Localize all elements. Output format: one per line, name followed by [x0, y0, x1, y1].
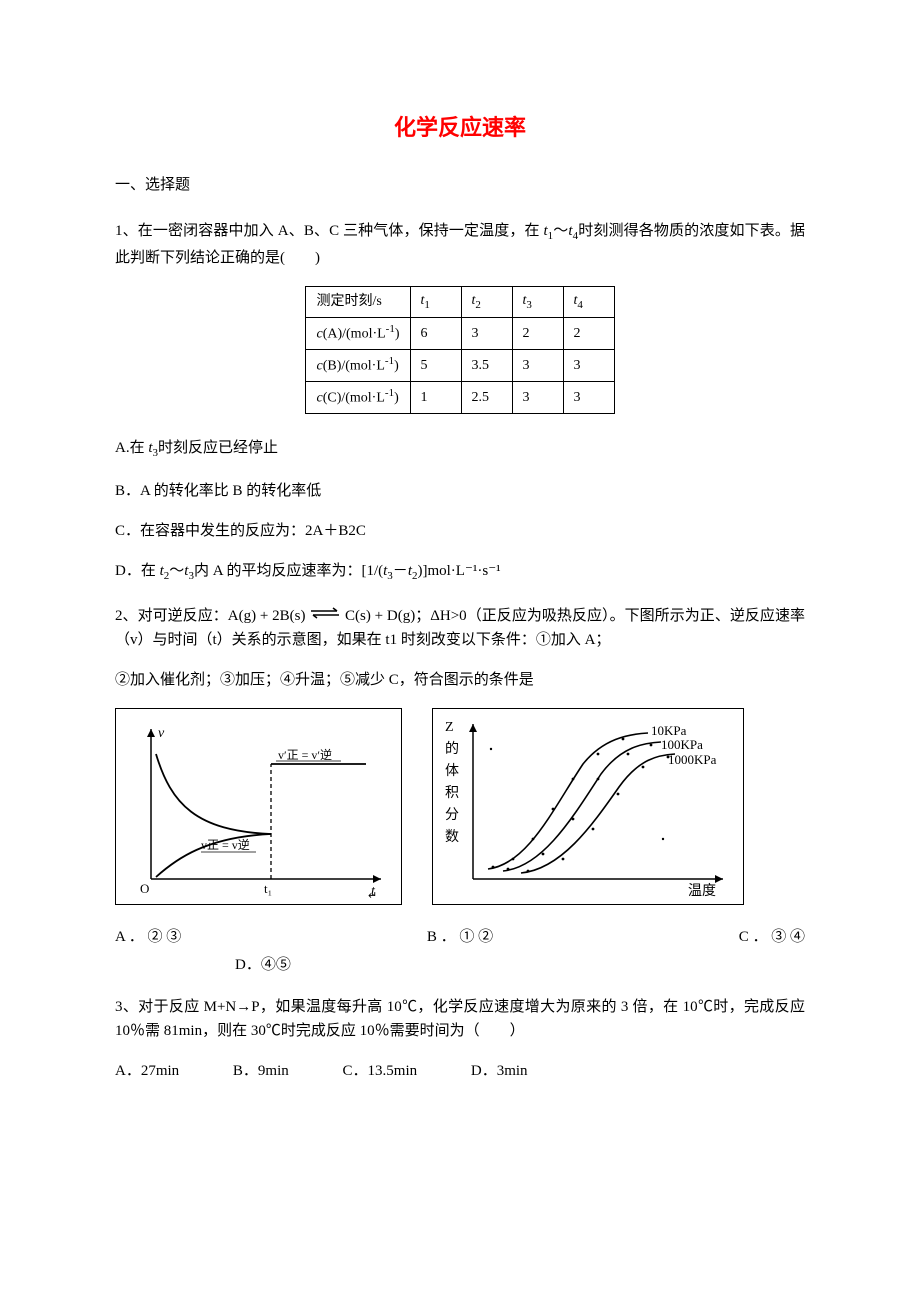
table-row: c(B)/(mol·L-1) 5 3.5 3 3 [306, 350, 614, 382]
q2-figures: v t O t₁ v正 = v逆 v′正 = v′逆 [115, 708, 805, 905]
q3-option-A: A．27min [115, 1059, 179, 1083]
q2-option-D: D．④⑤ [235, 953, 805, 977]
curve-label-1: 100KPa [661, 737, 703, 752]
page-title: 化学反应速率 [115, 110, 805, 145]
ylabel-char-5: 数 [445, 829, 459, 845]
cell: 3 [461, 318, 512, 350]
q1-option-C: C．在容器中发生的反应为：2A＋B2C [115, 519, 805, 543]
return-mark: ↵ [368, 890, 377, 902]
equilibrium-icon [309, 603, 341, 627]
cell: 1 [410, 382, 461, 414]
th-t4: t4 [563, 286, 614, 317]
q1-tilde: ～ [553, 223, 568, 239]
q2-line2: ②加入催化剂；③加压；④升温；⑤减少 C，符合图示的条件是 [115, 668, 805, 692]
table-row: c(C)/(mol·L-1) 1 2.5 3 3 [306, 382, 614, 414]
cell: 2 [563, 318, 614, 350]
ylabel-char-0: Z [445, 720, 454, 735]
q2-option-C: C ． ③ ④ [739, 925, 805, 949]
curve-label-0: 10KPa [651, 723, 687, 738]
th-t1: t1 [410, 286, 461, 317]
label-eq-high: v′正 = v′逆 [278, 747, 332, 762]
axis-y-label: v [158, 726, 165, 741]
question-1: 1、在一密闭容器中加入 A、B、C 三种气体，保持一定温度，在 t1～t4时刻测… [115, 219, 805, 585]
q3-option-B: B．9min [233, 1059, 289, 1083]
th-time: 测定时刻/s [306, 286, 410, 317]
cell: 3 [563, 382, 614, 414]
q2-stem: 2、对可逆反应：A(g) + 2B(s) C(s) + D(g)；ΔH>0（正反… [115, 604, 805, 653]
q1-option-D: D．在 t2～t3内 A 的平均反应速率为：[1/(t3－t2)]mol·L⁻¹… [115, 559, 805, 586]
q3-options: A．27min B．9min C．13.5min D．3min [115, 1059, 805, 1083]
section-heading: 一、选择题 [115, 173, 805, 197]
q2-figure-right: Z 的 体 积 分 数 温度 [432, 708, 744, 905]
q2-options-row: A ． ② ③ B ． ① ② C ． ③ ④ [115, 925, 805, 949]
cell: 3 [512, 350, 563, 382]
th-t2: t2 [461, 286, 512, 317]
ylabel-char-1: 的 [445, 741, 459, 757]
q3-option-D: D．3min [471, 1059, 528, 1083]
ylabel-char-4: 分 [445, 807, 459, 823]
question-2: 2、对可逆反应：A(g) + 2B(s) C(s) + D(g)；ΔH>0（正反… [115, 604, 805, 978]
q2-option-B: B ． ① ② [427, 925, 493, 949]
label-eq-low: v正 = v逆 [201, 837, 250, 852]
q3-option-C: C．13.5min [343, 1059, 418, 1083]
origin-label: O [140, 881, 149, 896]
cell: 3.5 [461, 350, 512, 382]
q1-stem-a: 1、在一密闭容器中加入 A、B、C 三种气体，保持一定温度，在 [115, 223, 543, 239]
axis-x-label-right: 温度 [688, 883, 716, 899]
q2-stem-a: 2、对可逆反应：A(g) + 2B(s) [115, 608, 309, 624]
q1-options: A.在 t3时刻反应已经停止 B．A 的转化率比 B 的转化率低 C．在容器中发… [115, 436, 805, 585]
q2-figure-left: v t O t₁ v正 = v逆 v′正 = v′逆 [115, 708, 402, 905]
q1-data-table: 测定时刻/s t1 t2 t3 t4 c(A)/(mol·L-1) 6 3 2 … [305, 286, 614, 415]
tick-t1: t₁ [264, 881, 272, 896]
cell: 3 [512, 382, 563, 414]
row-label-A: c(A)/(mol·L-1) [306, 318, 410, 350]
question-3: 3、对于反应 M+N→P，如果温度每升高 10℃，化学反应速度增大为原来的 3 … [115, 995, 805, 1083]
curve-label-2: 1000KPa [668, 752, 717, 767]
table-header-row: 测定时刻/s t1 t2 t3 t4 [306, 286, 614, 317]
table-row: c(A)/(mol·L-1) 6 3 2 2 [306, 318, 614, 350]
q1-option-B: B．A 的转化率比 B 的转化率低 [115, 479, 805, 503]
cell: 2 [512, 318, 563, 350]
cell: 2.5 [461, 382, 512, 414]
th-t3: t3 [512, 286, 563, 317]
row-label-C: c(C)/(mol·L-1) [306, 382, 410, 414]
q1-option-A: A.在 t3时刻反应已经停止 [115, 436, 805, 463]
cell: 6 [410, 318, 461, 350]
ylabel-char-2: 体 [445, 763, 459, 779]
page: 化学反应速率 一、选择题 1、在一密闭容器中加入 A、B、C 三种气体，保持一定… [0, 0, 920, 1302]
ylabel-char-3: 积 [445, 785, 459, 801]
cell: 3 [563, 350, 614, 382]
q1-stem: 1、在一密闭容器中加入 A、B、C 三种气体，保持一定温度，在 t1～t4时刻测… [115, 219, 805, 270]
cell: 5 [410, 350, 461, 382]
row-label-B: c(B)/(mol·L-1) [306, 350, 410, 382]
q3-stem: 3、对于反应 M+N→P，如果温度每升高 10℃，化学反应速度增大为原来的 3 … [115, 995, 805, 1043]
q2-option-A: A ． ② ③ [115, 925, 181, 949]
